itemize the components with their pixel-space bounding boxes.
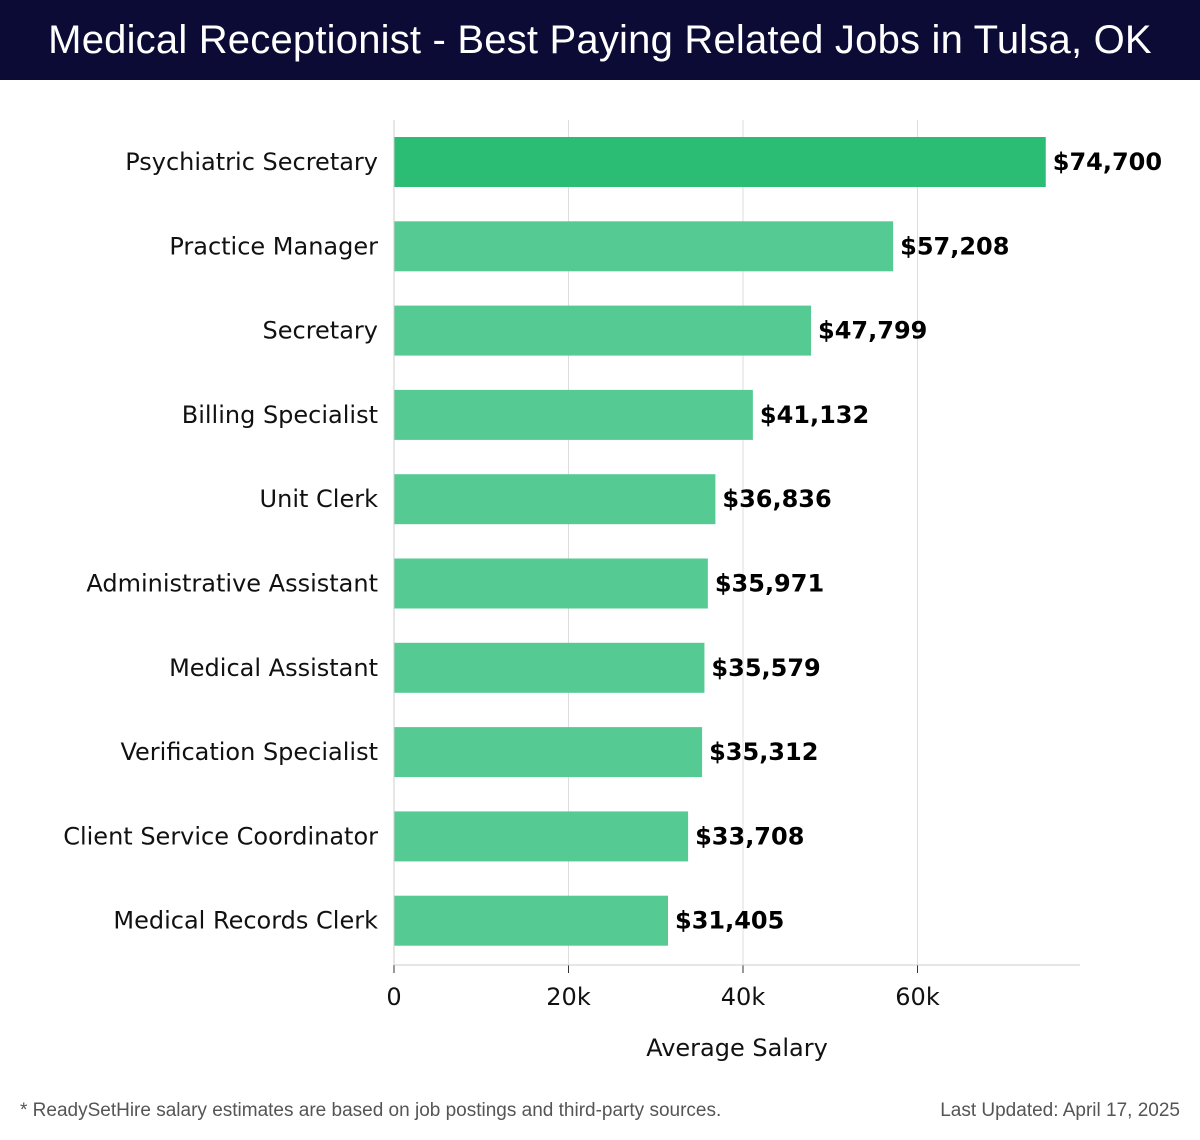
x-tick-label: 40k [721,983,766,1011]
last-updated: Last Updated: April 17, 2025 [940,1100,1180,1121]
bar [394,895,669,946]
category-label: Administrative Assistant [86,570,378,598]
bar [394,305,812,356]
value-label: $35,579 [711,654,820,682]
value-label: $31,405 [675,907,784,935]
bar-chart: Psychiatric Secretary $74,700 Practice Man… [63,120,1162,1062]
category-label: Secretary [263,317,379,345]
category-label: Billing Specialist [182,401,378,429]
x-tick-label: 20k [546,983,591,1011]
value-label: $35,971 [715,570,824,598]
bar [394,474,716,525]
chart-title: Medical Receptionist - Best Paying Relat… [48,17,1152,62]
bar [394,642,705,693]
bar [394,221,894,272]
value-label: $35,312 [709,738,818,766]
value-label: $41,132 [760,401,869,429]
value-label: $36,836 [722,485,831,513]
value-label: $57,208 [900,232,1009,260]
x-axis-title: Average Salary [646,1034,828,1062]
category-label: Practice Manager [169,232,378,260]
category-label: Verification Specialist [120,738,378,766]
footnote: * ReadySetHire salary estimates are base… [20,1100,722,1121]
value-label: $47,799 [818,317,927,345]
category-label: Client Service Coordinator [63,822,378,850]
value-label: $74,700 [1053,148,1162,176]
axis-layer: 0 20k 40k 60k Average Salary [386,120,1080,1062]
bar [394,727,703,778]
bar [394,137,1046,187]
category-label: Medical Assistant [169,654,378,682]
bar [394,811,689,862]
category-label: Medical Records Clerk [113,907,378,935]
chart-header: Medical Receptionist - Best Paying Relat… [0,0,1200,80]
x-tick-label: 0 [386,983,401,1011]
x-tick-label: 60k [895,983,940,1011]
bar-layer [394,137,1046,946]
category-label: Psychiatric Secretary [125,148,378,176]
category-label: Unit Clerk [260,485,379,513]
bar [394,389,753,440]
value-label: $33,708 [695,822,804,850]
label-layer: Psychiatric Secretary $74,700 Practice Man… [63,148,1162,935]
bar [394,558,708,609]
